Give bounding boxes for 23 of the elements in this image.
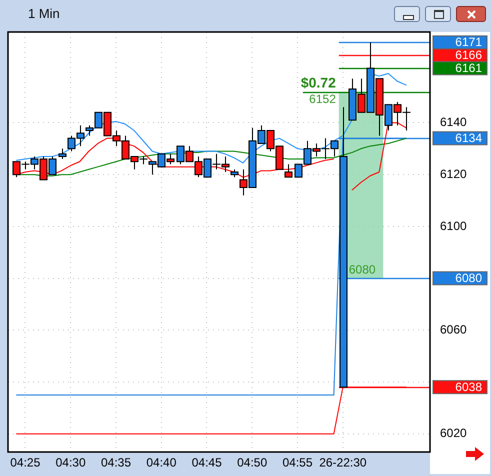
x-tick-label: 04:50: [237, 456, 268, 470]
annotation: 6080: [348, 262, 376, 277]
ref-line-label: 6134: [455, 131, 482, 146]
ref-line-label: 6161: [455, 61, 482, 76]
y-tick-label: 6120: [440, 166, 468, 181]
y-tick-label: 6020: [440, 426, 468, 440]
x-tick-label: 04:55: [282, 456, 313, 470]
x-tick-label: 04:45: [192, 456, 222, 470]
ref-line-label: 6171: [455, 35, 482, 50]
x-tick-label: 04:35: [100, 456, 132, 470]
x-tick-label: 04:30: [56, 456, 86, 470]
y-tick-label: 6100: [440, 218, 468, 233]
chart-title: 1 Min: [28, 6, 60, 21]
x-tick-label: 04:40: [146, 456, 177, 470]
x-tick-label: 26-22:30: [319, 456, 367, 470]
band-label: $0.72: [300, 74, 336, 90]
ref-line-label: 6080: [455, 271, 482, 286]
y-tick-label: 6060: [440, 322, 468, 336]
ref-line-label: 6166: [455, 48, 482, 62]
x-tick-label: 04:25: [10, 456, 41, 470]
y-tick-label: 6140: [440, 115, 468, 130]
annotation: 6152: [309, 92, 336, 106]
ref-line-label: 6038: [455, 380, 482, 394]
